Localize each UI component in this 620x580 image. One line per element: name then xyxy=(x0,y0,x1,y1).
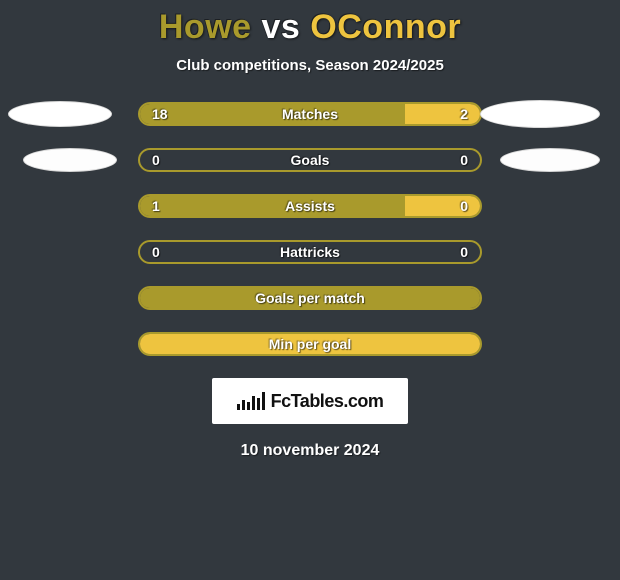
stat-value-a: 18 xyxy=(152,106,168,122)
stat-label: Min per goal xyxy=(269,336,351,352)
comparison-stage: Matches182Goals00Assists10Hattricks00Goa… xyxy=(0,102,620,356)
fctables-logo: FcTables.com xyxy=(212,378,408,424)
stat-value-a: 1 xyxy=(152,198,160,214)
stat-bar-fill-b xyxy=(405,104,480,124)
stat-label: Hattricks xyxy=(280,244,340,260)
stat-bar-track: Goals per match xyxy=(138,286,482,310)
player-b-name: OConnor xyxy=(310,8,461,46)
stat-value-b: 0 xyxy=(460,244,468,260)
stat-bar-fill-b xyxy=(405,196,480,216)
stat-row: Assists 1 0 xyxy=(0,194,620,218)
stat-row: Min per goal xyxy=(0,332,620,356)
stat-label: Matches xyxy=(282,106,338,122)
snapshot-date: 10 november 2024 xyxy=(0,442,620,460)
stat-value-a: 0 xyxy=(152,152,160,168)
right-player-oval xyxy=(500,148,600,172)
stat-value-a: 0 xyxy=(152,244,160,260)
stat-label: Goals per match xyxy=(255,290,365,306)
stat-bar-track: Matches 18 2 xyxy=(138,102,482,126)
logo-bars-icon xyxy=(237,392,265,410)
player-a-name: Howe xyxy=(159,8,252,46)
stat-bar-track: Hattricks 0 0 xyxy=(138,240,482,264)
left-player-oval xyxy=(23,148,117,172)
left-player-oval xyxy=(8,101,112,127)
stat-bar-fill-a xyxy=(140,196,405,216)
stat-bar-fill-a xyxy=(140,104,405,124)
stat-bar-track: Assists 1 0 xyxy=(138,194,482,218)
stat-value-b: 0 xyxy=(460,152,468,168)
stat-row: Goals per match xyxy=(0,286,620,310)
comparison-title: Howe vs OConnor xyxy=(0,0,620,47)
right-player-oval xyxy=(480,100,600,128)
vs-word: vs xyxy=(262,8,301,46)
stat-label: Assists xyxy=(285,198,335,214)
stat-bar-track: Goals 0 0 xyxy=(138,148,482,172)
stat-value-b: 0 xyxy=(460,198,468,214)
stat-value-b: 2 xyxy=(460,106,468,122)
logo-text: FcTables.com xyxy=(271,391,384,412)
stat-label: Goals xyxy=(291,152,330,168)
stat-row: Hattricks 0 0 xyxy=(0,240,620,264)
stat-bar-track: Min per goal xyxy=(138,332,482,356)
subtitle: Club competitions, Season 2024/2025 xyxy=(0,57,620,74)
